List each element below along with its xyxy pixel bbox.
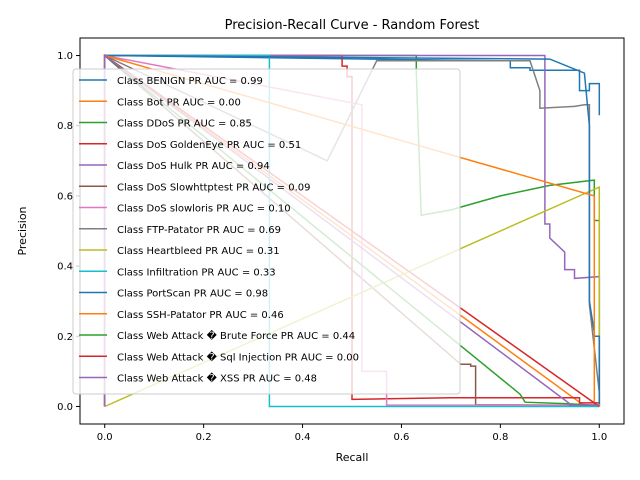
legend-box [72, 68, 461, 395]
y-tick-label: 1.0 [57, 51, 73, 62]
y-tick-label: 0.8 [57, 121, 73, 132]
legend-entry: Class Infiltration PR AUC = 0.33 [117, 267, 276, 278]
legend-entry: Class PortScan PR AUC = 0.98 [117, 289, 268, 300]
x-tick-label: 0.6 [394, 432, 410, 443]
series-line-5 [104, 54, 601, 407]
x-tick-label: 0.8 [492, 432, 508, 443]
legend-entry: Class DoS Hulk PR AUC = 0.94 [117, 161, 270, 172]
legend-entry: Class SSH-Patator PR AUC = 0.46 [117, 310, 284, 321]
ticks-layer: 0.0 0.2 0.4 0.6 0.8 1.0 0.0 0.2 0.4 0.6 0.8 1.0 [57, 51, 607, 443]
legend-entry: Class DoS Slowhttptest PR AUC = 0.09 [117, 182, 310, 193]
x-tick-label: 1.0 [591, 432, 607, 443]
x-tick-label: 0.0 [97, 432, 113, 443]
y-tick-label: 0.0 [57, 402, 73, 413]
legend-entry: Class Web Attack � Brute Force PR AUC = … [117, 329, 355, 342]
x-tick-label: 0.2 [196, 432, 212, 443]
legend-entry: Class Web Attack � XSS PR AUC = 0.48 [117, 372, 317, 385]
x-tick-label: 0.4 [295, 432, 311, 443]
legend-entry: Class DDoS PR AUC = 0.85 [117, 119, 252, 130]
legend: Class BENIGN PR AUC = 0.99 Class Bot PR A… [72, 68, 461, 395]
series-line-11 [104, 54, 601, 407]
y-tick-label: 0.2 [57, 332, 73, 343]
x-axis-label: Recall [336, 451, 369, 464]
legend-entry: Class BENIGN PR AUC = 0.99 [117, 76, 263, 87]
y-tick-label: 0.6 [57, 191, 73, 202]
legend-entry: Class DoS slowloris PR AUC = 0.10 [117, 204, 291, 215]
legend-entry: Class FTP-Patator PR AUC = 0.69 [117, 225, 281, 236]
y-axis-label: Precision [16, 206, 29, 255]
legend-entry: Class Bot PR AUC = 0.00 [117, 97, 241, 108]
legend-entry: Class Web Attack � Sql Injection PR AUC … [117, 350, 359, 363]
y-tick-label: 0.4 [57, 262, 73, 273]
legend-entry: Class Heartbleed PR AUC = 0.31 [117, 246, 280, 257]
legend-entry: Class DoS GoldenEye PR AUC = 0.51 [117, 140, 301, 151]
chart-title: Precision-Recall Curve - Random Forest [225, 18, 480, 33]
